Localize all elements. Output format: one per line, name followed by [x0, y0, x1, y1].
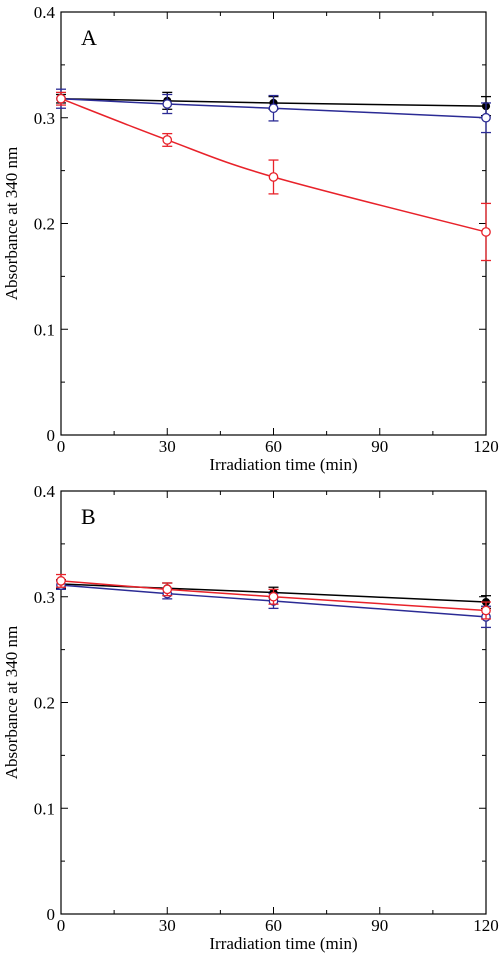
data-point: [56, 576, 66, 586]
data-point: [162, 584, 173, 595]
panel-a: 0 30 60 90 120 0 0.1 0.2 0.3 0.4 Irradiation time …: [2, 3, 499, 474]
y-tick-label: 0.1: [34, 799, 55, 818]
x-tick-label: 60: [265, 437, 282, 456]
series-line: [60, 97, 487, 107]
x-tick-label: 60: [265, 916, 282, 935]
y-axis-label: Absorbance at 340 nm: [2, 626, 21, 779]
x-tick-label: 0: [57, 437, 66, 456]
y-tick-label: 0.3: [34, 109, 55, 128]
y-tick-label: 0.2: [34, 215, 55, 234]
data-point: [481, 605, 491, 616]
panel-b: 0 30 60 90 120 0 0.1 0.2 0.3 0.4 Irradiation time …: [2, 482, 499, 953]
panel-label: B: [81, 504, 96, 529]
data-point: [162, 99, 173, 109]
x-axis-label: Irradiation time (min): [209, 934, 357, 953]
x-axis-label: Irradiation time (min): [209, 455, 357, 474]
y-tick-label: 0.4: [34, 482, 56, 501]
series-2: [56, 91, 491, 262]
x-tick-label: 30: [159, 437, 176, 456]
series-line: [60, 97, 487, 119]
data-point: [162, 135, 173, 145]
x-tick-label: 0: [57, 916, 66, 935]
y-tick-label: 0.3: [34, 588, 55, 607]
y-tick-label: 0: [47, 426, 56, 445]
data-point: [268, 591, 279, 602]
plot-frame: [60, 11, 487, 436]
x-tick-label: 90: [371, 916, 388, 935]
x-tick-label: 120: [473, 437, 499, 456]
y-tick-label: 0: [47, 905, 56, 924]
series-line: [60, 580, 487, 612]
data-point: [268, 172, 279, 182]
data-point: [268, 103, 279, 114]
series-line: [60, 583, 487, 603]
data-point: [481, 112, 491, 123]
plot-frame: [60, 490, 487, 915]
x-tick-label: 90: [371, 437, 388, 456]
y-tick-label: 0.2: [34, 694, 55, 713]
series-line: [60, 98, 487, 233]
y-tick-label: 0.1: [34, 320, 55, 339]
series-line: [60, 584, 487, 618]
panel-label: A: [81, 25, 97, 50]
data-point: [481, 227, 491, 237]
x-tick-label: 120: [473, 916, 499, 935]
series-1: [56, 88, 491, 134]
data-point: [56, 93, 66, 104]
y-tick-label: 0.4: [34, 3, 56, 22]
series-2: [56, 573, 491, 620]
y-axis-label: Absorbance at 340 nm: [2, 147, 21, 300]
x-tick-label: 30: [159, 916, 176, 935]
